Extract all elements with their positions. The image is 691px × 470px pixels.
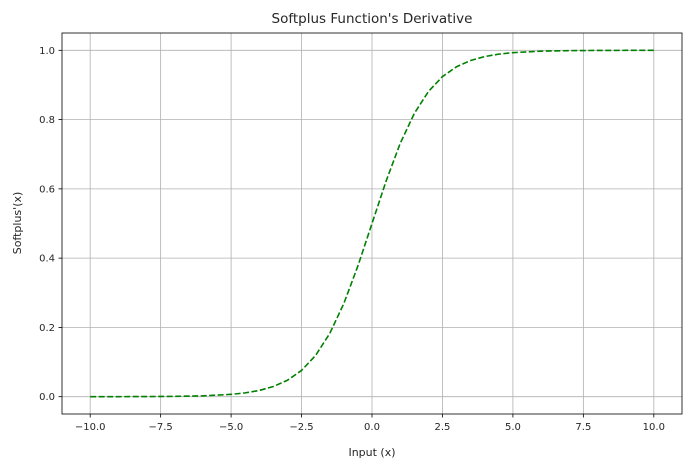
- y-tick-label: 0.0: [39, 392, 55, 403]
- y-tick-label: 0.2: [39, 323, 55, 334]
- x-tick-label: 2.5: [435, 422, 451, 433]
- y-tick-label: 0.8: [39, 115, 55, 126]
- x-axis: −10.0 −7.5 −5.0 −2.5 0.0 2.5 5.0 7.5 10.0: [75, 414, 665, 433]
- series-line: [90, 49, 654, 398]
- plot-area: [90, 49, 654, 398]
- x-tick-label: 10.0: [643, 422, 665, 433]
- x-axis-label: Input (x): [348, 446, 395, 459]
- y-tick-label: 0.4: [39, 254, 55, 265]
- x-tick-label: −7.5: [148, 422, 172, 433]
- y-axis-label: Softplus'(x): [11, 192, 24, 255]
- x-tick-label: −2.5: [289, 422, 313, 433]
- y-tick-label: 0.6: [39, 184, 55, 195]
- y-tick-label: 1.0: [39, 46, 55, 57]
- x-tick-label: 0.0: [364, 422, 380, 433]
- x-tick-label: 5.0: [505, 422, 521, 433]
- x-tick-label: −10.0: [75, 422, 106, 433]
- chart-title: Softplus Function's Derivative: [272, 11, 473, 27]
- x-tick-label: −5.0: [219, 422, 243, 433]
- y-axis: 0.0 0.2 0.4 0.6 0.8 1.0: [39, 46, 62, 403]
- grid: [62, 33, 682, 414]
- x-tick-label: 7.5: [575, 422, 591, 433]
